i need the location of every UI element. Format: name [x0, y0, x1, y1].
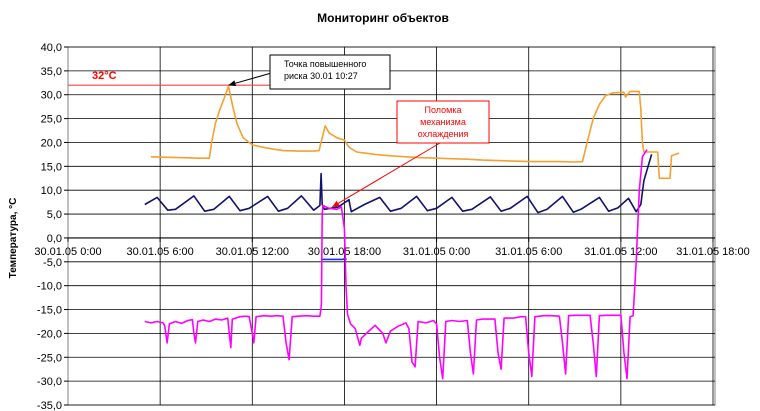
- y-tick-label: 35,0: [41, 66, 62, 78]
- x-tick-label: 31.01.05 6:00: [495, 246, 562, 258]
- y-tick-label: 0,0: [47, 233, 62, 245]
- annotation-text-high-risk: Точка повышенного: [284, 59, 366, 69]
- series-line-magenta: [144, 149, 648, 380]
- y-tick-label: -20,0: [37, 328, 62, 340]
- series-group: [144, 85, 680, 380]
- y-tick-label: -15,0: [37, 305, 62, 317]
- grid: [67, 46, 716, 406]
- plot-frame: [67, 46, 716, 406]
- x-tick-label: 31.01.05 12:00: [584, 246, 657, 258]
- y-tick-label: 40,0: [41, 42, 62, 54]
- y-tick-label: 5,0: [47, 209, 62, 221]
- chart-title: Мониторинг объектов: [317, 11, 449, 25]
- annotation-text-breakdown: охлаждения: [418, 129, 469, 139]
- annotation-arrow-breakdown: [331, 142, 441, 208]
- y-tick-label: 15,0: [41, 161, 62, 173]
- annotation-arrowhead-high-risk: [228, 80, 237, 87]
- y-tick-label: -30,0: [37, 376, 62, 388]
- annotation-box-breakdown: [396, 100, 490, 144]
- series-line-blue: [321, 257, 347, 261]
- y-tick-label: -5,0: [43, 257, 62, 269]
- y-tick-label: -10,0: [37, 281, 62, 293]
- threshold-group: 32°С: [68, 70, 287, 86]
- y-tick-label: -25,0: [37, 352, 62, 364]
- x-tick-label: 31.01.05 0:00: [403, 246, 470, 258]
- series-line-orange: [150, 85, 680, 180]
- annotation-box-high-risk: [269, 54, 391, 90]
- threshold-label: 32°С: [92, 70, 117, 82]
- y-axis-label: Температура, °С: [8, 198, 19, 279]
- y-tick-label: 25,0: [41, 114, 62, 126]
- y-tick-label: -35,0: [37, 400, 62, 411]
- y-axis-ticks: -35,0 -30,0 -25,0 -20,0 -15,0 -10,0 -5,0 0,0 5,0…: [37, 42, 68, 411]
- x-tick-label: 30.01.05 0:00: [34, 246, 101, 258]
- x-tick-label: 31.01.05 18:00: [676, 246, 749, 258]
- annotation-arrow-high-risk: [228, 71, 276, 86]
- annotation-text-breakdown: Поломка: [425, 105, 462, 115]
- y-tick-label: 10,0: [41, 185, 62, 197]
- annotation-text-high-risk: риска 30.01 10:27: [284, 71, 358, 81]
- series-line-navy: [144, 154, 653, 214]
- x-tick-label: 30.01.05 12:00: [216, 246, 289, 258]
- annotations-group: Точка повышенного риска 30.01 10:27 Поломк…: [228, 54, 490, 208]
- y-tick-label: 20,0: [41, 137, 62, 149]
- annotation-text-breakdown: механизма: [420, 117, 466, 127]
- x-axis-ticks: 30.01.05 0:00 30.01.05 6:00 30.01.05 12:00…: [34, 237, 750, 258]
- y-tick-label: 30,0: [41, 90, 62, 102]
- x-tick-label: 30.01.05 6:00: [126, 246, 193, 258]
- annotation-arrowhead-breakdown: [332, 200, 340, 207]
